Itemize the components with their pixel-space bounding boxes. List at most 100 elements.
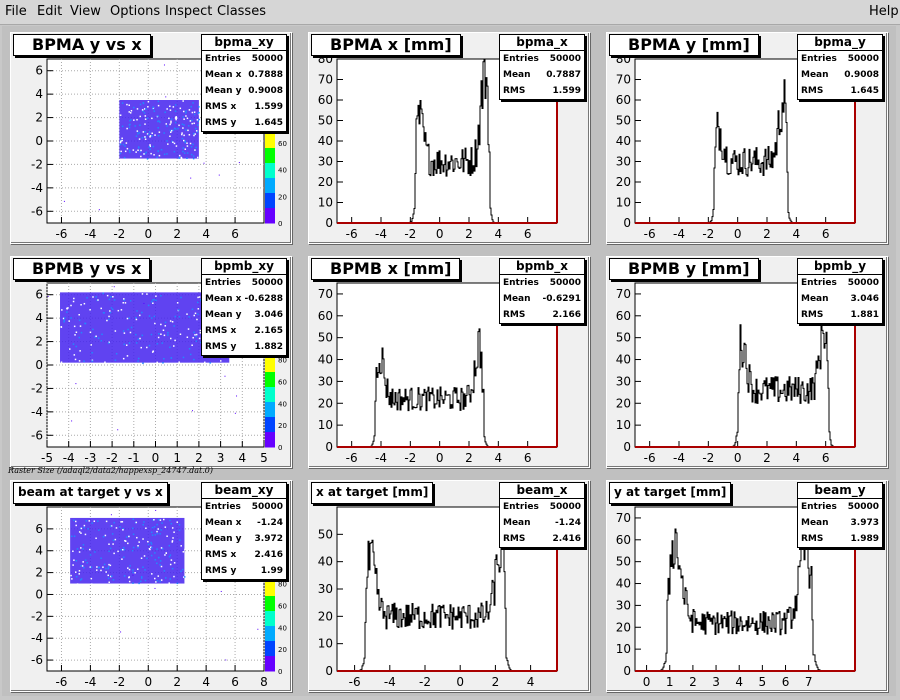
stats-box[interactable]: beam_x Entries 50000 Mean -1.24 RMS 2.416: [499, 482, 585, 548]
2d-point: [151, 132, 153, 135]
stats-box[interactable]: bpma_xy Entries 50000 Mean x 0.7888 Mean y 0.9…: [201, 34, 287, 132]
2d-point: [70, 574, 72, 577]
pad-title[interactable]: BPMB y vs x: [13, 258, 151, 280]
pad-beam-xy[interactable]: -6 -4 -2 0 2 4 6 8 -6 -4 -2 0 2 4 6 0 20 40 60 80 beam at ta…: [10, 480, 292, 692]
palette-cell: [265, 148, 275, 164]
2d-point: [140, 576, 143, 578]
stats-box[interactable]: bpmb_y Entries 50000 Mean 3.046 RMS 1.881: [797, 258, 883, 324]
stats-box[interactable]: beam_xy Entries 50000 Mean x -1.24 Mean y 3.97…: [201, 482, 287, 580]
root-canvas[interactable]: -6 -4 -2 0 2 4 6 -6 -4 -2 0 2 4 6 0 20 40 60 BPMA y vs x bp…: [2, 26, 896, 696]
x-tick-label: 2: [465, 451, 473, 465]
menu-edit[interactable]: Edit: [37, 4, 63, 19]
stats-row: Entries 50000: [500, 499, 584, 515]
menu-help[interactable]: Help: [869, 4, 899, 19]
stats-row: RMS 1.989: [798, 531, 882, 547]
2d-point: [184, 148, 187, 150]
2d-point: [107, 567, 109, 570]
pad-title[interactable]: x at target [mm]: [311, 482, 434, 504]
menu-inspect[interactable]: Inspect: [165, 4, 213, 19]
x-tick-label: 0: [643, 675, 651, 689]
2d-point: [178, 154, 181, 157]
2d-point: [122, 357, 125, 360]
palette-cell: [265, 581, 275, 597]
pad-bpma-y[interactable]: -6 -4 -2 0 2 4 6 0 10 20 30 40 50 60 70 80 BPMA y [mm] bp…: [606, 32, 888, 244]
menu-options[interactable]: Options: [110, 4, 161, 19]
2d-point: [94, 551, 96, 553]
stats-box[interactable]: bpma_x Entries 50000 Mean 0.7887 RMS 1.599: [499, 34, 585, 100]
2d-point: [74, 334, 76, 336]
pad-title[interactable]: y at target [mm]: [609, 482, 732, 504]
2d-point: [163, 153, 166, 156]
x-tick-label: -6: [349, 675, 361, 689]
2d-point: [186, 145, 189, 147]
stats-row: RMS 2.166: [500, 307, 584, 323]
pad-title[interactable]: BPMB y [mm]: [609, 258, 759, 280]
2d-point: [63, 321, 65, 323]
pad-title[interactable]: BPMA y vs x: [13, 34, 151, 56]
2d-point: [128, 126, 131, 129]
2d-point: [180, 296, 182, 299]
y-tick-label: 20: [616, 620, 631, 634]
2d-point: [107, 574, 109, 577]
2d-point: [108, 581, 110, 584]
2d-point: [87, 527, 89, 530]
2d-point: [105, 520, 108, 523]
x-tick-label: 1: [173, 451, 181, 465]
pad-beam-x[interactable]: -6 -4 -2 0 2 4 0 10 20 30 40 50 x at target [mm] beam…: [308, 480, 590, 692]
stats-row: RMS 1.645: [798, 83, 882, 99]
stats-value: 50000: [549, 54, 581, 64]
stats-key: RMS y: [205, 342, 237, 352]
stats-box[interactable]: bpmb_xy Entries 50000 Mean x -0.6288 Mean y 3.…: [201, 258, 287, 356]
stats-box[interactable]: bpmb_x Entries 50000 Mean -0.6291 RMS 2.166: [499, 258, 585, 324]
2d-point: [171, 527, 174, 529]
2d-point: [143, 555, 146, 557]
x-tick-label: -2: [702, 227, 714, 241]
2d-point: [137, 149, 139, 152]
pad-bpmb-x[interactable]: -6 -4 -2 0 2 4 6 0 10 20 30 40 50 60 70 BPMB x [mm] bpmb…: [308, 256, 590, 468]
2d-point: [73, 559, 75, 561]
pad-title[interactable]: BPMA x [mm]: [311, 34, 461, 56]
2d-point: [188, 109, 191, 111]
2d-point: [128, 580, 131, 583]
pad-beam-y[interactable]: 0 1 2 3 4 5 6 7 0 10 20 30 40 50 60 70 y at target [mm] b…: [606, 480, 888, 692]
2d-point: [123, 575, 126, 577]
pad-title[interactable]: BPMA y [mm]: [609, 34, 759, 56]
pad-bpmb-y[interactable]: -6 -4 -2 0 2 4 6 0 10 20 30 40 50 60 70 BPMB y [mm] bpmb…: [606, 256, 888, 468]
2d-point: [186, 157, 188, 160]
pad-bpmb-xy[interactable]: -5 -4 -3 -2 -1 0 1 2 3 4 5 -6 -4 -2 0 2 4 6 0 20 40 60 80 BPMB …: [10, 256, 292, 468]
stats-key: Mean: [801, 70, 829, 80]
2d-point: [197, 308, 200, 310]
pad-bpma-xy[interactable]: -6 -4 -2 0 2 4 6 -6 -4 -2 0 2 4 6 0 20 40 60 BPMA y vs x bp…: [10, 32, 292, 244]
2d-point: [195, 146, 197, 149]
stats-box[interactable]: bpma_y Entries 50000 Mean 0.9008 RMS 1.645: [797, 34, 883, 100]
2d-point: [194, 312, 197, 315]
2d-point: [156, 562, 158, 565]
pad-title[interactable]: BPMB x [mm]: [311, 258, 461, 280]
2d-point: [135, 333, 137, 336]
stats-value: 1.99: [260, 566, 283, 576]
2d-point: [153, 298, 155, 301]
2d-point: [183, 134, 185, 137]
x-tick-label: 2: [763, 227, 771, 241]
menu-classes[interactable]: Classes: [217, 4, 266, 19]
2d-point: [173, 562, 176, 564]
2d-point: [62, 317, 65, 320]
2d-point: [128, 535, 130, 538]
y-tick-label: 50: [616, 555, 631, 569]
pad-title[interactable]: beam at target y vs x: [13, 482, 168, 504]
2d-point: [137, 360, 139, 362]
pad-bpma-x[interactable]: -6 -4 -2 0 2 4 6 0 10 20 30 40 50 60 70 80 BPMA x [mm] bp…: [308, 32, 590, 244]
stats-box[interactable]: beam_y Entries 50000 Mean 3.973 RMS 1.989: [797, 482, 883, 548]
2d-point: [144, 123, 146, 125]
y-tick-label: 0: [35, 358, 43, 372]
2d-point: [135, 316, 137, 319]
2d-point: [154, 322, 156, 325]
2d-point: [148, 131, 151, 133]
y-tick-label: 30: [318, 155, 333, 169]
menu-file[interactable]: File: [5, 4, 27, 19]
2d-point: [169, 346, 171, 349]
2d-point: [166, 108, 168, 110]
2d-point: [167, 334, 169, 336]
menu-view[interactable]: View: [70, 4, 101, 19]
